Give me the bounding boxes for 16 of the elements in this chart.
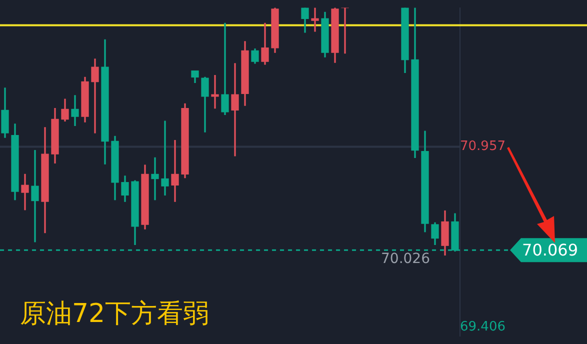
y-tick-label: 70.957	[460, 139, 506, 154]
candlestick	[21, 174, 29, 210]
y-tick-label: 69.406	[460, 320, 506, 335]
candlestick	[151, 157, 159, 200]
annotation: 70.026	[381, 250, 430, 267]
candlestick	[211, 75, 219, 109]
candlestick	[311, 8, 319, 32]
ref-line-label: 70.069	[522, 240, 578, 260]
candlestick	[31, 150, 39, 242]
candlestick	[71, 95, 79, 126]
candlestick	[171, 140, 179, 202]
candlestick	[221, 22, 229, 116]
candlestick	[161, 120, 169, 196]
candlestick	[231, 63, 239, 156]
text: 原油72下方看弱	[20, 298, 210, 331]
candlestick	[91, 58, 99, 134]
